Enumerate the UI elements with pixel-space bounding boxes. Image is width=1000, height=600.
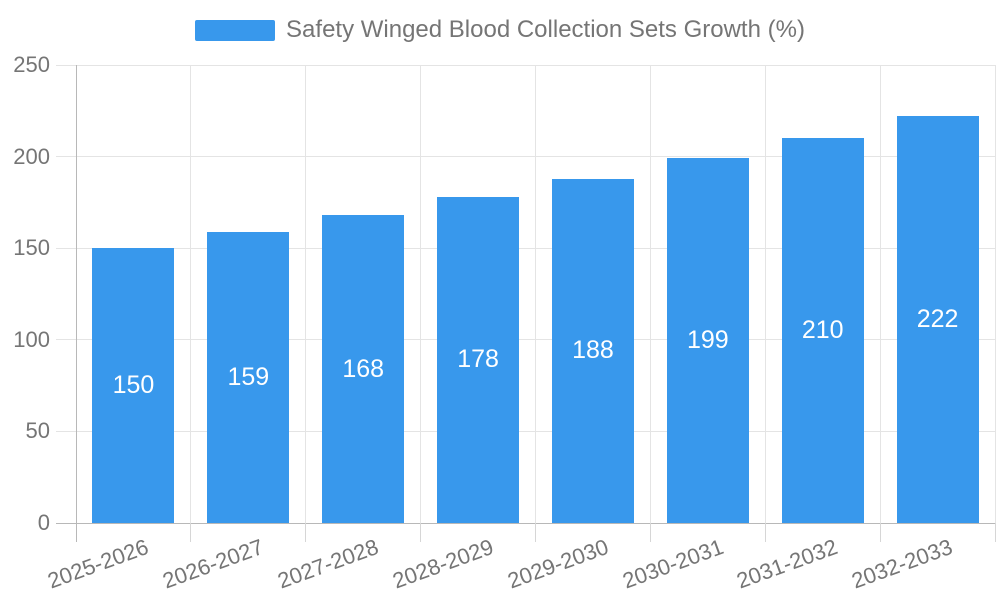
- bar-value-label: 168: [342, 354, 385, 383]
- x-axis-tick-label: 2027-2028: [274, 534, 382, 594]
- y-axis-line: [75, 65, 77, 542]
- vertical-gridline: [764, 65, 766, 523]
- legend[interactable]: Safety Winged Blood Collection Sets Grow…: [0, 16, 1000, 44]
- vertical-gridline: [420, 65, 422, 523]
- x-axis-tick: [535, 523, 536, 542]
- bar-value-label: 188: [572, 336, 614, 365]
- bar-value-label: 222: [916, 305, 959, 334]
- vertical-gridline: [190, 65, 192, 523]
- x-axis-tick-label: 2030-2031: [618, 534, 727, 594]
- y-axis-tick-label: 50: [25, 418, 50, 444]
- y-axis-tick-label: 0: [37, 510, 50, 535]
- horizontal-gridline: [56, 156, 995, 158]
- x-axis-tick-label: 2031-2032: [733, 534, 842, 594]
- x-axis-tick: [190, 523, 192, 542]
- x-axis-tick-label: 2028-2029: [389, 534, 497, 594]
- bar: 150: [92, 248, 175, 523]
- vertical-gridline: [305, 65, 307, 523]
- bar: 210: [781, 138, 864, 523]
- y-axis-tick-label: 200: [13, 143, 50, 169]
- vertical-gridline: [879, 65, 881, 523]
- x-axis-tick: [994, 523, 996, 542]
- vertical-gridline: [535, 65, 536, 523]
- bar: 199: [666, 158, 749, 523]
- bar-value-label: 178: [457, 345, 499, 374]
- x-axis-tick: [420, 523, 422, 542]
- y-axis-tick-label: 100: [13, 326, 50, 352]
- horizontal-gridline: [56, 339, 995, 341]
- bar: 178: [437, 196, 520, 523]
- y-axis-tick-label: 150: [13, 235, 50, 261]
- legend-swatch: [195, 19, 276, 41]
- vertical-gridline: [649, 65, 651, 523]
- horizontal-gridline: [56, 247, 995, 249]
- x-axis-tick: [879, 523, 881, 542]
- x-axis-line: [56, 522, 995, 524]
- bar-value-label: 199: [686, 326, 729, 355]
- x-axis-tick-label: 2026-2027: [159, 534, 267, 594]
- horizontal-gridline: [56, 64, 995, 66]
- x-axis-tick-label: 2032-2033: [848, 534, 957, 594]
- bar-value-label: 150: [112, 371, 155, 400]
- x-axis-tick: [764, 523, 766, 542]
- bar: 159: [207, 231, 290, 523]
- bar: 168: [322, 215, 405, 523]
- y-axis-tick-label: 250: [13, 52, 50, 77]
- x-axis-tick: [649, 523, 651, 542]
- vertical-gridline: [994, 65, 996, 523]
- x-axis-tick-label: 2025-2026: [44, 534, 152, 594]
- legend-label: Safety Winged Blood Collection Sets Grow…: [286, 16, 805, 43]
- horizontal-gridline: [56, 430, 995, 432]
- bar: 188: [551, 178, 634, 523]
- bar: 222: [896, 116, 979, 523]
- x-axis-tick: [305, 523, 307, 542]
- bar-value-label: 159: [227, 362, 270, 391]
- x-axis-tick-label: 2029-2030: [504, 534, 612, 594]
- bar-value-label: 210: [801, 316, 844, 345]
